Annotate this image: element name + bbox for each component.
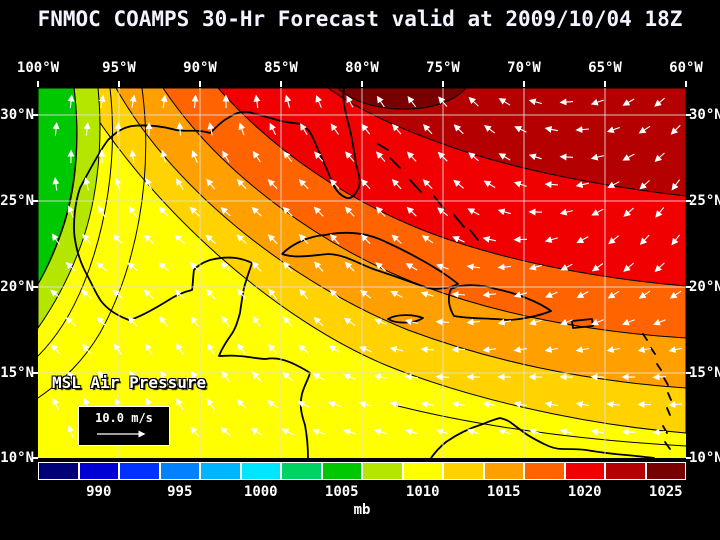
axis-tick — [361, 81, 363, 87]
axis-tick — [686, 372, 691, 374]
axis-tick — [523, 81, 525, 87]
lon-label: 70°W — [507, 60, 541, 76]
axis-tick — [33, 286, 38, 288]
colorbar-tick: 1010 — [405, 484, 440, 500]
colorbar-segment — [524, 462, 565, 480]
colorbar-unit: mb — [353, 502, 371, 518]
colorbar-tick: 995 — [167, 484, 193, 500]
lat-label: 20°N — [689, 279, 720, 295]
lon-label: 60°W — [669, 60, 703, 76]
lon-label: 100°W — [16, 60, 60, 76]
coastline-mexico-central-america — [73, 187, 311, 459]
lat-label: 25°N — [0, 193, 34, 209]
colorbar-segment — [159, 462, 200, 480]
wind-scale-legend: 10.0 m/s — [78, 406, 170, 446]
wind-arrows-layer — [50, 94, 683, 438]
axis-tick — [199, 81, 201, 87]
colorbar-segment — [78, 462, 119, 480]
coastline-bahamas — [377, 143, 479, 241]
colorbar-tick: 1000 — [243, 484, 278, 500]
lon-label: 90°W — [183, 60, 217, 76]
coastline-hispaniola — [447, 284, 552, 321]
colorbar-segment — [240, 462, 281, 480]
colorbar-segment — [605, 462, 646, 480]
axis-tick — [33, 372, 38, 374]
colorbar-segment — [483, 462, 524, 480]
axis-tick — [686, 114, 691, 116]
coastline-south-america — [430, 417, 655, 459]
lat-label: 25°N — [689, 193, 720, 209]
forecast-title: FNMOC COAMPS 30-Hr Forecast valid at 200… — [37, 7, 683, 31]
wind-scale-arrow-icon — [97, 430, 146, 438]
coastline-puerto-rico — [571, 318, 594, 329]
axis-tick — [33, 114, 38, 116]
axis-tick — [685, 81, 687, 87]
lat-label: 20°N — [0, 279, 34, 295]
axis-tick — [280, 81, 282, 87]
axis-tick — [33, 457, 38, 459]
coastline-lesser-antilles — [642, 333, 672, 450]
lon-label: 95°W — [102, 60, 136, 76]
colorbar-tick: 1025 — [648, 484, 683, 500]
colorbar-segment — [402, 462, 443, 480]
lon-label: 75°W — [426, 60, 460, 76]
axis-tick — [118, 81, 120, 87]
colorbar-segment — [119, 462, 160, 480]
lat-label: 15°N — [689, 365, 720, 381]
colorbar-tick: 1015 — [486, 484, 521, 500]
axis-tick — [686, 457, 691, 459]
colorbar-segment — [38, 462, 79, 480]
coastline-jamaica — [387, 314, 424, 324]
axis-tick — [686, 286, 691, 288]
lat-label: 15°N — [0, 365, 34, 381]
colorbar-segment — [645, 462, 686, 480]
graticule-grid — [38, 88, 686, 458]
colorbar-tick: 990 — [86, 484, 112, 500]
axis-tick — [442, 81, 444, 87]
pressure-band — [336, 87, 468, 110]
lat-label: 10°N — [0, 450, 34, 466]
lat-label: 10°N — [689, 450, 720, 466]
axis-tick — [37, 81, 39, 87]
field-label: MSL Air Pressure — [52, 373, 207, 392]
colorbar-segment — [362, 462, 403, 480]
colorbar-tick: 1020 — [567, 484, 602, 500]
colorbar-segment — [281, 462, 322, 480]
colorbar-segment — [321, 462, 362, 480]
lon-label: 85°W — [264, 60, 298, 76]
map-canvas — [37, 87, 687, 459]
colorbar-segment — [200, 462, 241, 480]
lon-label: 80°W — [345, 60, 379, 76]
lat-label: 30°N — [689, 107, 720, 123]
lat-label: 30°N — [0, 107, 34, 123]
pressure-band — [37, 87, 78, 286]
axis-tick — [33, 200, 38, 202]
pressure-map: MSL Air Pressure 10.0 m/s — [37, 87, 687, 459]
coastline-gulf-florida — [79, 87, 361, 200]
colorbar-tick: 1005 — [324, 484, 359, 500]
coastline-cuba — [281, 231, 459, 290]
pressure-colorbar — [38, 462, 686, 480]
colorbar-segment — [564, 462, 605, 480]
axis-tick — [686, 200, 691, 202]
contour-line — [37, 87, 113, 357]
axis-tick — [604, 81, 606, 87]
colorbar-segment — [443, 462, 484, 480]
lon-label: 65°W — [588, 60, 622, 76]
wind-scale-value: 10.0 m/s — [95, 411, 153, 425]
